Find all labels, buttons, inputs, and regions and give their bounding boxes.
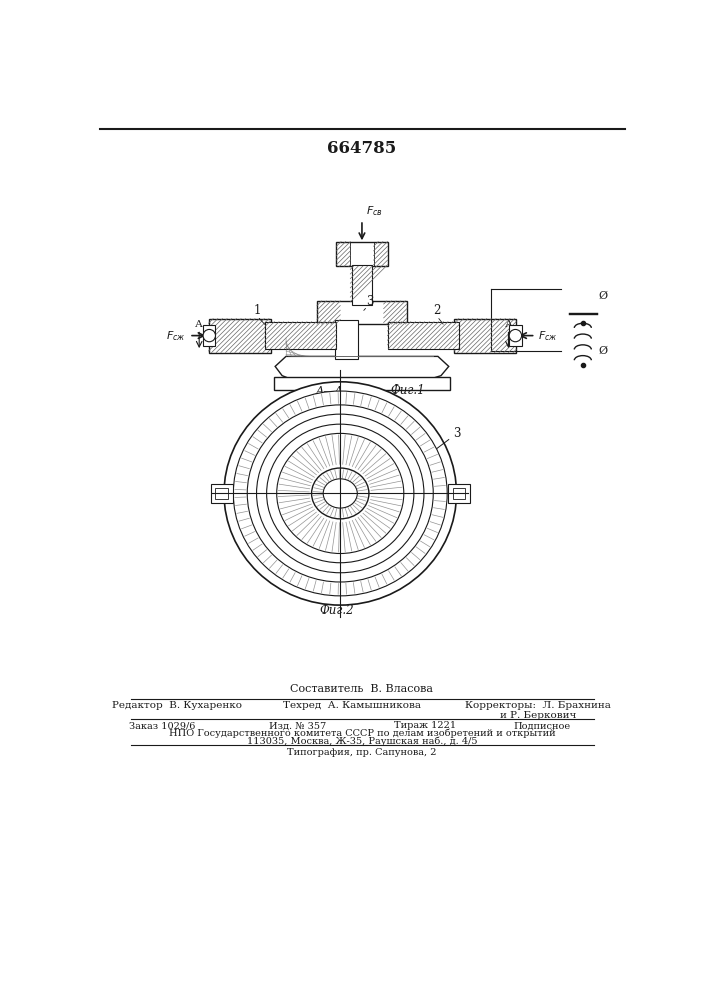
Text: Заказ 1029/6: Заказ 1029/6: [129, 721, 195, 730]
Text: $F_{сж}$: $F_{сж}$: [538, 329, 557, 342]
Bar: [337, 242, 351, 266]
Text: Корректоры:  Л. Брахнина: Корректоры: Л. Брахнина: [465, 701, 611, 710]
Text: А: А: [505, 320, 513, 329]
Text: Подписное: Подписное: [513, 721, 571, 730]
Ellipse shape: [233, 391, 448, 596]
Ellipse shape: [267, 424, 414, 563]
Text: 3: 3: [452, 427, 460, 440]
Text: Ø: Ø: [598, 291, 607, 301]
Bar: [352, 265, 372, 305]
Bar: [335, 320, 358, 359]
Text: Тираж 1221: Тираж 1221: [395, 721, 457, 730]
Bar: [337, 242, 387, 266]
Ellipse shape: [224, 382, 457, 605]
Polygon shape: [275, 356, 449, 382]
Text: НПО Государственного комитета СССР по делам изобретений и открытий: НПО Государственного комитета СССР по де…: [169, 729, 555, 738]
Text: и Р. Беркович: и Р. Беркович: [500, 711, 576, 720]
Text: Составитель  В. Власова: Составитель В. Власова: [291, 684, 433, 694]
Bar: [452, 488, 465, 499]
Circle shape: [203, 329, 216, 342]
Bar: [216, 488, 228, 499]
Text: Фиг.1: Фиг.1: [391, 384, 425, 397]
Text: $F_{сж}$: $F_{сж}$: [166, 329, 185, 342]
Text: 3: 3: [366, 295, 373, 308]
Text: Фиг.2: Фиг.2: [320, 604, 354, 617]
Text: Редактор  В. Кухаренко: Редактор В. Кухаренко: [112, 701, 243, 710]
Bar: [448, 484, 469, 503]
Text: Техред  А. Камышникова: Техред А. Камышникова: [283, 701, 421, 710]
Text: 664785: 664785: [327, 140, 397, 157]
Text: $F_{св}$: $F_{св}$: [366, 204, 382, 218]
Ellipse shape: [247, 405, 433, 582]
Text: Типография, пр. Сапунова, 2: Типография, пр. Сапунова, 2: [287, 748, 437, 757]
Ellipse shape: [257, 414, 424, 573]
Ellipse shape: [276, 433, 404, 554]
Bar: [211, 484, 233, 503]
Bar: [317, 301, 407, 324]
Bar: [509, 325, 522, 346]
Bar: [387, 322, 459, 349]
Bar: [265, 322, 337, 349]
Bar: [209, 319, 271, 353]
Text: А—А: А—А: [315, 386, 344, 396]
Text: А: А: [195, 320, 203, 329]
Text: Изд. № 357: Изд. № 357: [269, 721, 326, 730]
Bar: [454, 319, 516, 353]
Circle shape: [509, 329, 522, 342]
Bar: [274, 377, 450, 389]
Text: Ø: Ø: [598, 346, 607, 356]
Text: 1: 1: [253, 304, 261, 317]
Text: 2: 2: [433, 304, 440, 317]
Ellipse shape: [323, 479, 357, 508]
Ellipse shape: [312, 468, 369, 519]
Text: 113035, Москва, Ж-35, Раушская наб., д. 4/5: 113035, Москва, Ж-35, Раушская наб., д. …: [247, 737, 477, 746]
Bar: [203, 325, 216, 346]
